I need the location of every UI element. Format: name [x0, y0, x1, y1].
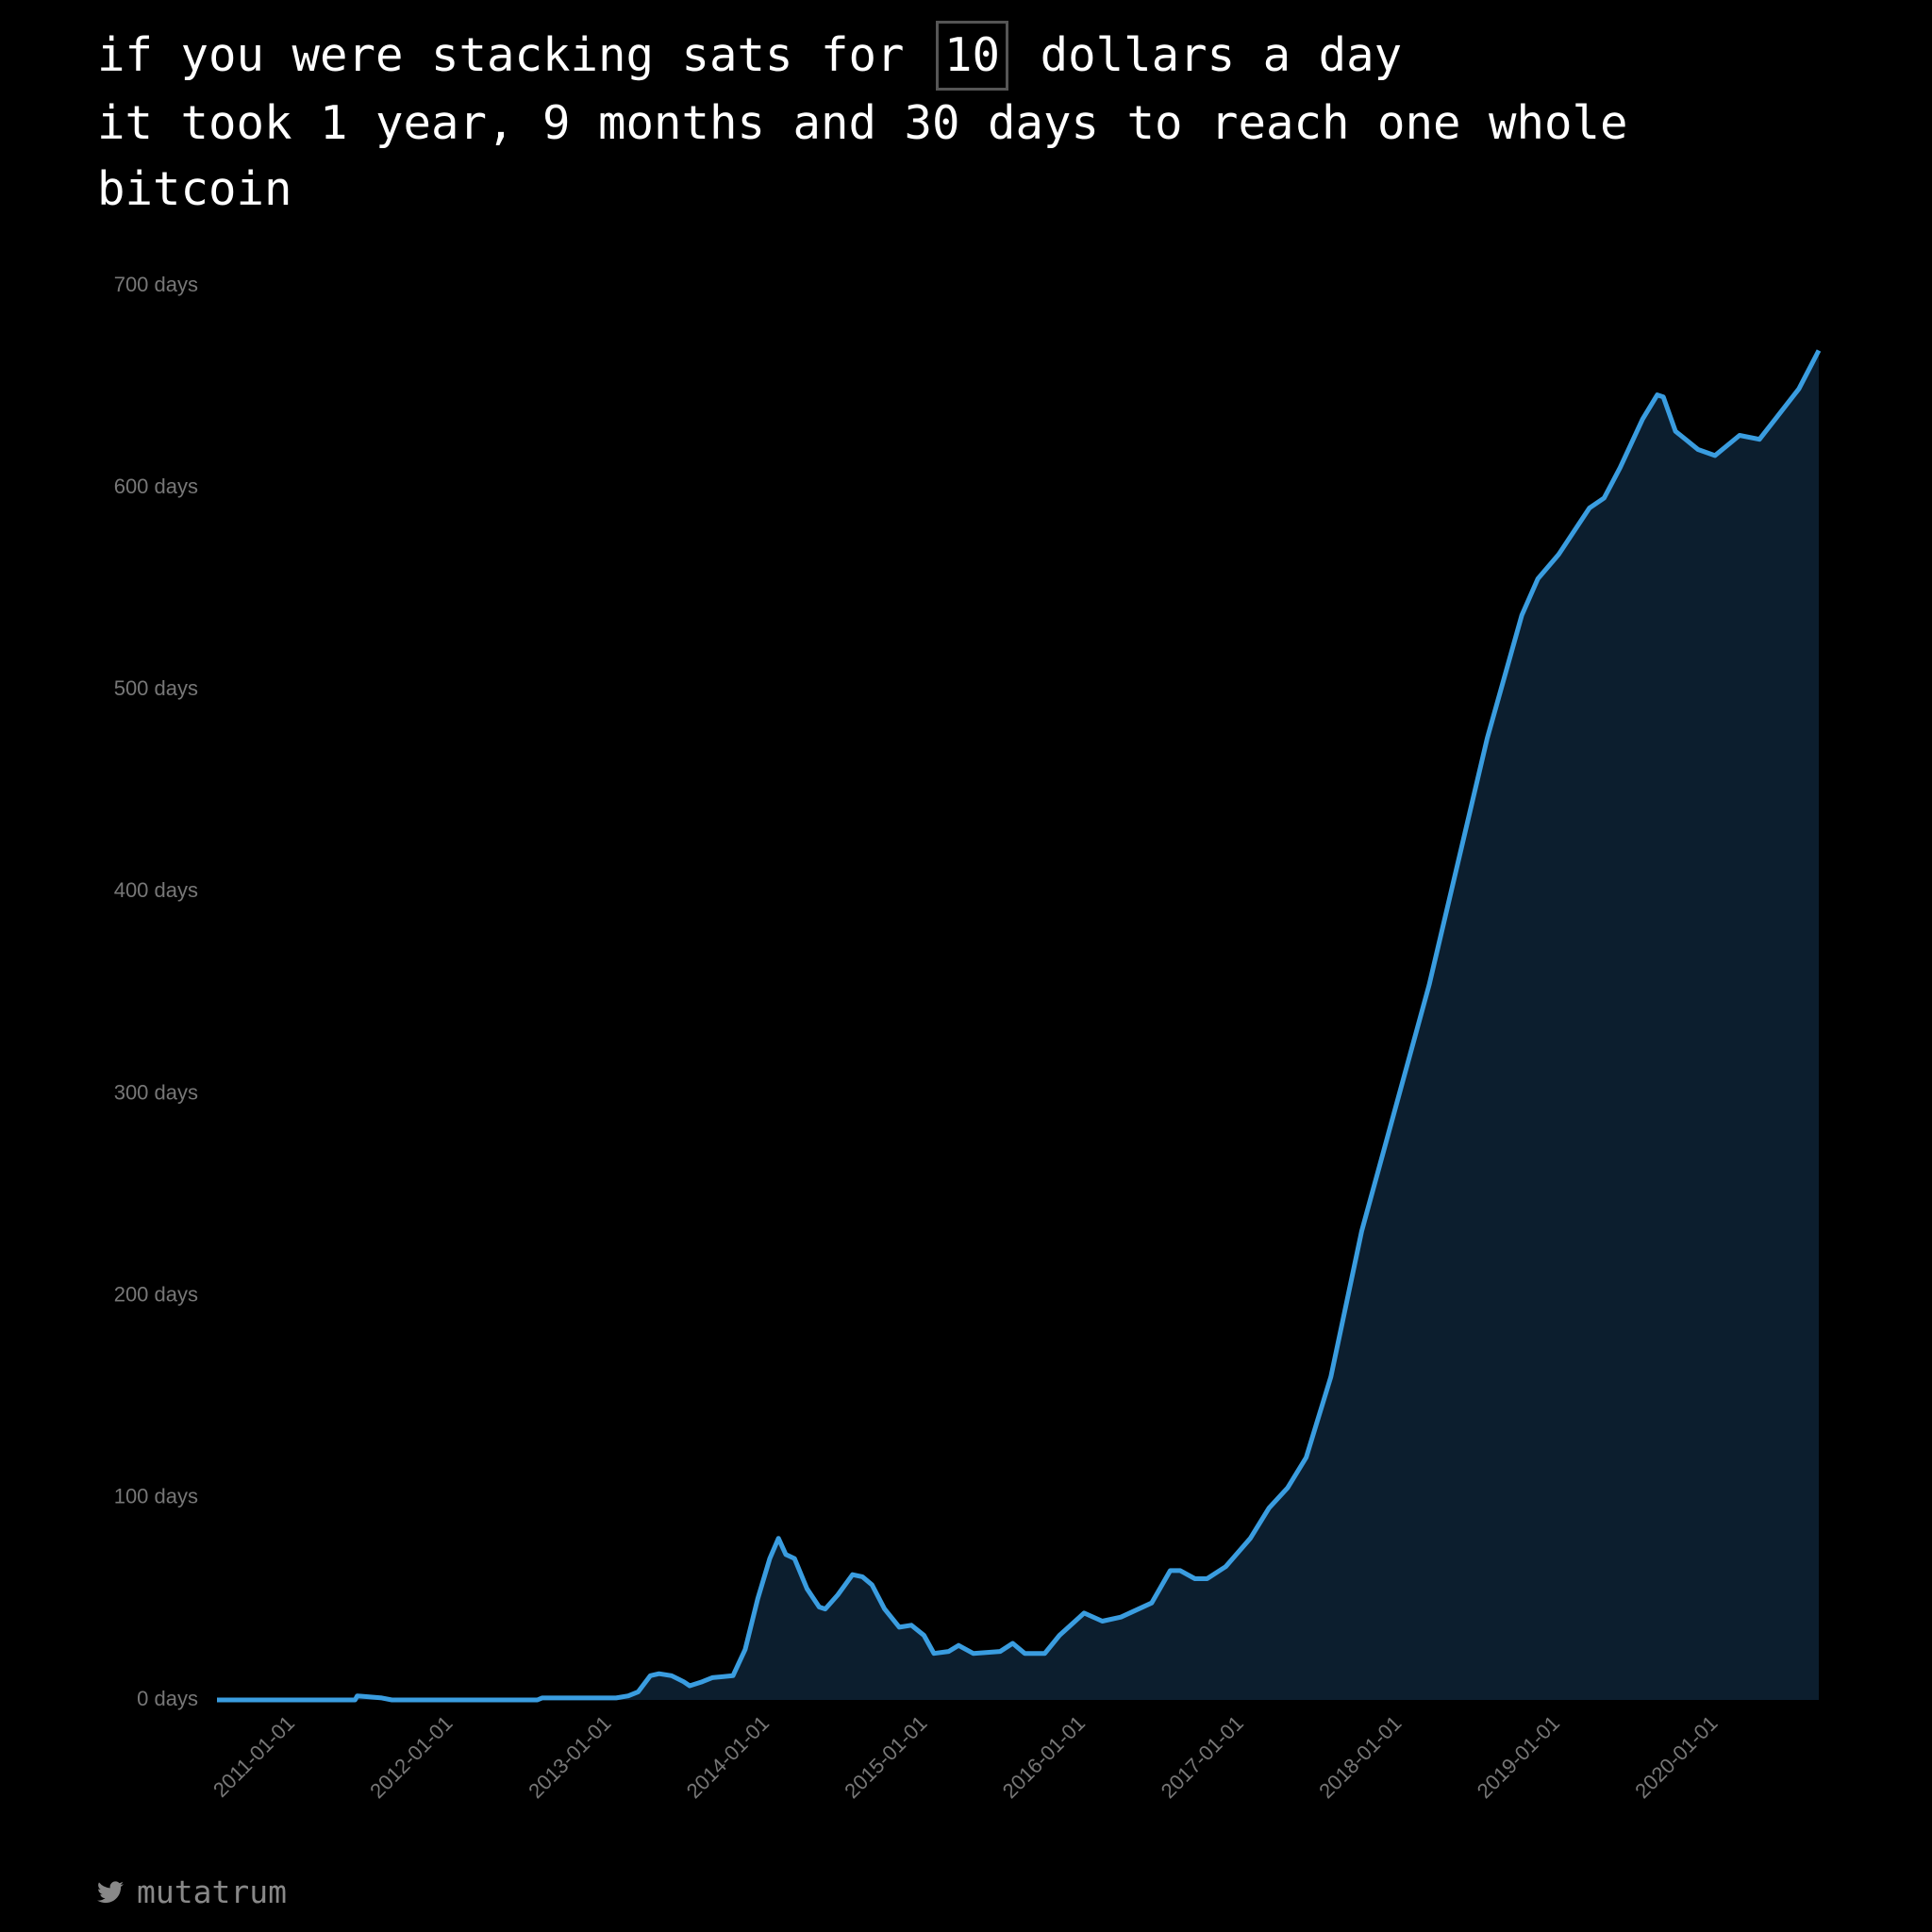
y-tick-label: 500 days — [114, 676, 198, 700]
x-tick-label: 2011-01-01 — [208, 1711, 299, 1802]
y-tick-label: 300 days — [114, 1080, 198, 1104]
x-tick-label: 2017-01-01 — [1157, 1711, 1248, 1803]
header: if you were stacking sats for 10 dollars… — [97, 21, 1720, 223]
x-tick-label: 2016-01-01 — [998, 1711, 1090, 1803]
area — [217, 350, 1819, 1700]
x-tick-label: 2013-01-01 — [524, 1711, 615, 1803]
handle: mutatrum — [137, 1874, 287, 1910]
y-tick-label: 0 days — [137, 1687, 198, 1710]
x-tick-label: 2015-01-01 — [840, 1711, 931, 1803]
title-prefix: if you were stacking sats for — [97, 28, 905, 82]
x-tick-label: 2018-01-01 — [1314, 1711, 1406, 1803]
y-tick-label: 400 days — [114, 878, 198, 902]
x-tick-label: 2014-01-01 — [682, 1711, 774, 1803]
y-tick-label: 700 days — [114, 273, 198, 296]
amount-input[interactable]: 10 — [936, 21, 1009, 91]
y-tick-label: 600 days — [114, 475, 198, 498]
y-tick-label: 200 days — [114, 1283, 198, 1307]
y-tick-label: 100 days — [114, 1485, 198, 1508]
chart: 0 days 100 days 200 days 300 days 400 days 50… — [114, 273, 1822, 1803]
x-tick-label: 2012-01-01 — [365, 1711, 457, 1803]
footer: mutatrum — [97, 1874, 287, 1910]
twitter-icon — [97, 1880, 124, 1903]
line — [217, 349, 1822, 1703]
title-line: if you were stacking sats for 10 dollars… — [97, 21, 1720, 91]
title-suffix: dollars a day — [1040, 28, 1403, 82]
x-tick-label: 2019-01-01 — [1473, 1711, 1564, 1803]
result-line: it took 1 year, 9 months and 30 days to … — [97, 96, 1628, 216]
x-tick-label: 2020-01-01 — [1630, 1711, 1722, 1803]
